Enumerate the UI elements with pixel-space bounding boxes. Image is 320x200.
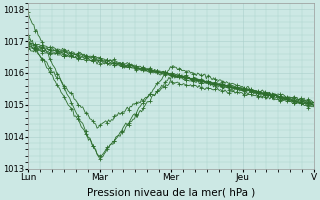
X-axis label: Pression niveau de la mer( hPa ): Pression niveau de la mer( hPa ) (87, 187, 255, 197)
